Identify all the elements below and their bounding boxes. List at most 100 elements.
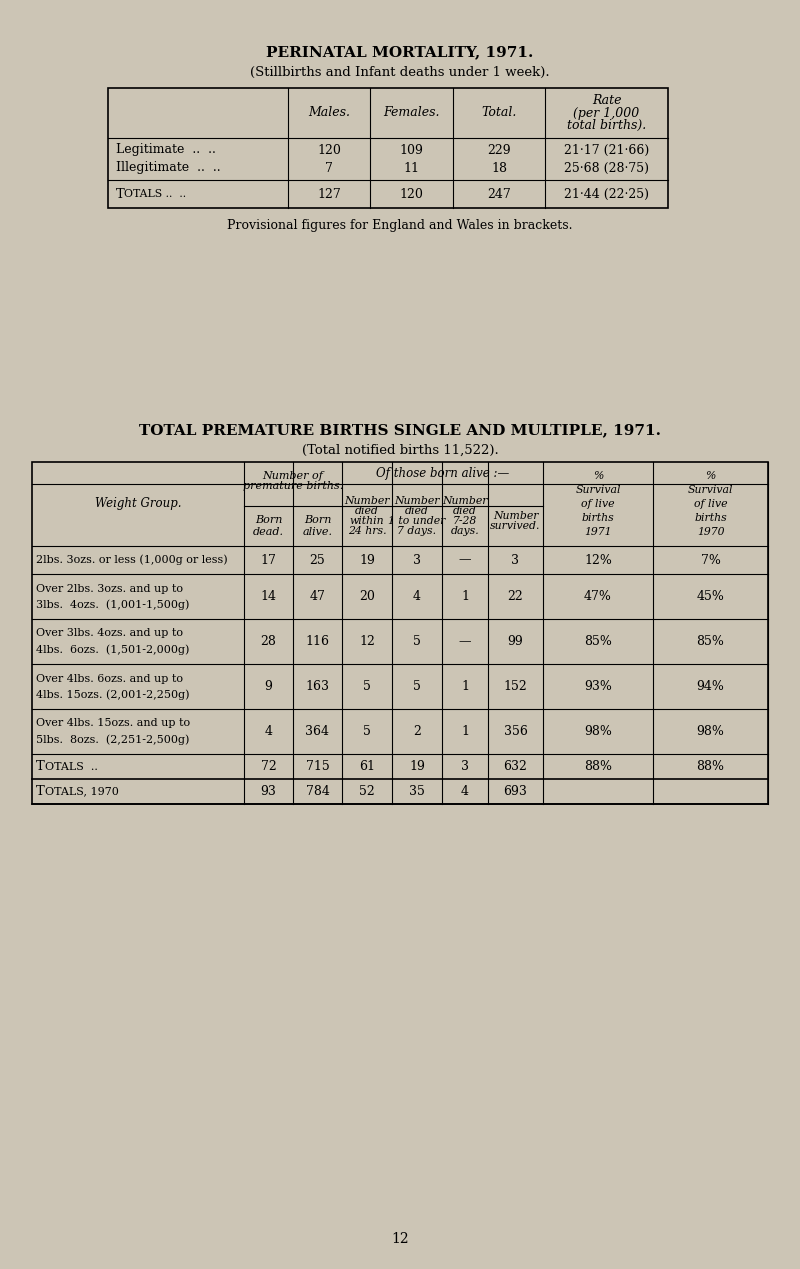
Text: Over 3lbs. 4ozs. and up to: Over 3lbs. 4ozs. and up to (36, 628, 183, 638)
Text: 93: 93 (261, 786, 277, 798)
Text: Over 4lbs. 15ozs. and up to: Over 4lbs. 15ozs. and up to (36, 718, 190, 728)
Text: OTALS ..  ..: OTALS .. .. (124, 189, 186, 199)
Text: 21·17 (21·66): 21·17 (21·66) (564, 143, 649, 156)
Text: (Stillbirths and Infant deaths under 1 week).: (Stillbirths and Infant deaths under 1 w… (250, 66, 550, 79)
Text: 3: 3 (511, 553, 519, 566)
Text: 98%: 98% (584, 725, 612, 739)
Text: 11: 11 (403, 161, 419, 175)
Text: alive.: alive. (302, 527, 333, 537)
Text: Number: Number (394, 496, 440, 506)
Text: 116: 116 (306, 634, 330, 648)
Text: 94%: 94% (697, 680, 725, 693)
Text: 7-28: 7-28 (453, 516, 477, 525)
Text: within: within (350, 516, 384, 525)
Text: 364: 364 (306, 725, 330, 739)
Text: Number of: Number of (262, 471, 323, 481)
Text: Rate: Rate (592, 94, 622, 107)
Text: 4lbs.  6ozs.  (1,501-2,000g): 4lbs. 6ozs. (1,501-2,000g) (36, 645, 190, 655)
Bar (108, 88, 668, 208)
Text: T: T (36, 760, 45, 773)
Text: 5lbs.  8ozs.  (2,251-2,500g): 5lbs. 8ozs. (2,251-2,500g) (36, 735, 190, 745)
Text: Survival: Survival (575, 485, 621, 495)
Text: died: died (453, 506, 477, 516)
Text: 25·68 (28·75): 25·68 (28·75) (564, 161, 649, 175)
Text: 22: 22 (508, 590, 523, 603)
Text: 12: 12 (391, 1232, 409, 1246)
Text: 47: 47 (310, 590, 326, 603)
Text: 152: 152 (504, 680, 527, 693)
Text: 88%: 88% (697, 760, 725, 773)
Text: Provisional figures for England and Wales in brackets.: Provisional figures for England and Wale… (227, 220, 573, 232)
Text: Total.: Total. (482, 107, 517, 119)
Text: 9: 9 (265, 680, 273, 693)
Text: 28: 28 (261, 634, 277, 648)
Text: —: — (458, 553, 471, 566)
Text: Females.: Females. (383, 107, 440, 119)
Text: 1: 1 (461, 680, 469, 693)
Text: (per 1,000: (per 1,000 (574, 107, 640, 119)
Text: 35: 35 (409, 786, 425, 798)
Text: 61: 61 (359, 760, 375, 773)
Text: 1970: 1970 (697, 527, 724, 537)
Text: 1: 1 (461, 590, 469, 603)
Text: 85%: 85% (697, 634, 725, 648)
Text: 247: 247 (487, 188, 511, 201)
Text: dead.: dead. (253, 527, 284, 537)
Text: 25: 25 (310, 553, 326, 566)
Text: 24 hrs.: 24 hrs. (348, 525, 386, 536)
Text: 14: 14 (261, 590, 277, 603)
Text: 3lbs.  4ozs.  (1,001-1,500g): 3lbs. 4ozs. (1,001-1,500g) (36, 599, 190, 610)
Text: 88%: 88% (584, 760, 612, 773)
Text: days.: days. (450, 525, 479, 536)
Text: 93%: 93% (584, 680, 612, 693)
Text: 5: 5 (363, 725, 371, 739)
Text: 120: 120 (317, 143, 341, 156)
Text: Legitimate  ..  ..: Legitimate .. .. (116, 143, 216, 156)
Text: OTALS, 1970: OTALS, 1970 (45, 787, 119, 797)
Text: 19: 19 (409, 760, 425, 773)
Text: 693: 693 (503, 786, 527, 798)
Text: Survival: Survival (688, 485, 734, 495)
Text: 7%: 7% (701, 553, 721, 566)
Text: Number: Number (493, 511, 538, 522)
Text: 4lbs. 15ozs. (2,001-2,250g): 4lbs. 15ozs. (2,001-2,250g) (36, 689, 190, 699)
Text: (Total notified births 11,522).: (Total notified births 11,522). (302, 443, 498, 457)
Text: %: % (706, 471, 716, 481)
Text: 99: 99 (508, 634, 523, 648)
Text: 3: 3 (461, 760, 469, 773)
Text: Over 2lbs. 3ozs. and up to: Over 2lbs. 3ozs. and up to (36, 584, 183, 594)
Text: 85%: 85% (584, 634, 612, 648)
Text: 2: 2 (413, 725, 421, 739)
Text: 163: 163 (306, 680, 330, 693)
Text: T: T (116, 188, 125, 201)
Text: died: died (355, 506, 379, 516)
Text: survived.: survived. (490, 522, 541, 530)
Text: Illegitimate  ..  ..: Illegitimate .. .. (116, 161, 221, 175)
Text: Weight Group.: Weight Group. (94, 497, 182, 510)
Text: 4: 4 (265, 725, 273, 739)
Text: 127: 127 (317, 188, 341, 201)
Text: 18: 18 (491, 161, 507, 175)
Text: 2lbs. 3ozs. or less (1,000g or less): 2lbs. 3ozs. or less (1,000g or less) (36, 555, 228, 565)
Text: 4: 4 (413, 590, 421, 603)
Bar (32, 462, 768, 805)
Text: of live: of live (694, 499, 727, 509)
Text: 5: 5 (413, 634, 421, 648)
Text: 715: 715 (306, 760, 330, 773)
Text: 47%: 47% (584, 590, 612, 603)
Text: 229: 229 (487, 143, 511, 156)
Text: 21·44 (22·25): 21·44 (22·25) (564, 188, 649, 201)
Text: died: died (405, 506, 429, 516)
Text: —: — (458, 634, 471, 648)
Text: births: births (582, 513, 614, 523)
Text: %: % (593, 471, 603, 481)
Text: 17: 17 (261, 553, 277, 566)
Text: 7 days.: 7 days. (398, 525, 437, 536)
Text: 109: 109 (399, 143, 423, 156)
Text: 1 to under: 1 to under (388, 516, 446, 525)
Text: of live: of live (582, 499, 614, 509)
Text: Over 4lbs. 6ozs. and up to: Over 4lbs. 6ozs. and up to (36, 674, 183, 684)
Text: 1971: 1971 (584, 527, 612, 537)
Text: 784: 784 (306, 786, 330, 798)
Text: OTALS  ..: OTALS .. (45, 761, 98, 772)
